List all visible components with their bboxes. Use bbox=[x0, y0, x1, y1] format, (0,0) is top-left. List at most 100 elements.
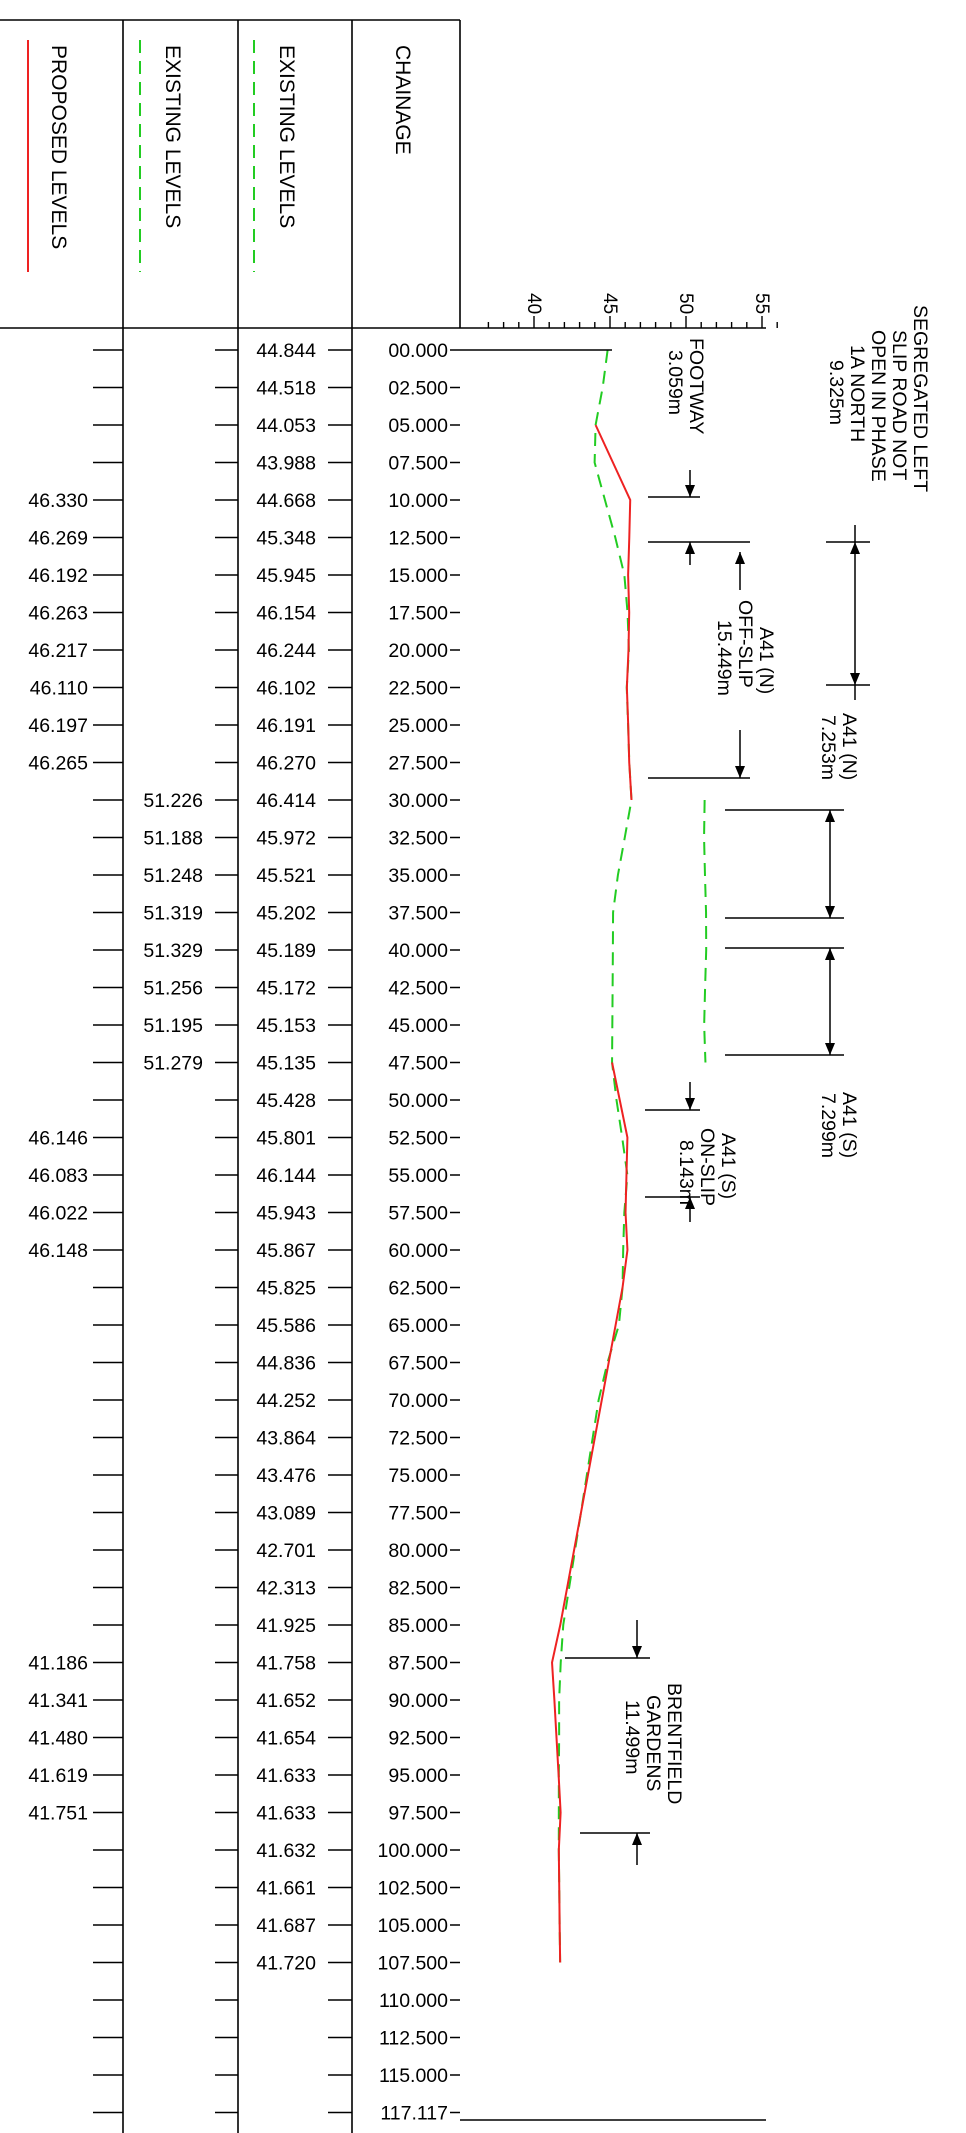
scale-tick-label: 55 bbox=[751, 293, 772, 314]
existing-level-2-value: 46.102 bbox=[256, 678, 316, 700]
existing-level-2-value: 45.521 bbox=[256, 865, 316, 887]
existing-level-2-value: 45.825 bbox=[256, 1278, 316, 1300]
existing-level-2-value: 45.428 bbox=[256, 1090, 316, 1112]
proposed-level-value: 46.217 bbox=[28, 640, 88, 662]
proposed-level-value: 46.197 bbox=[28, 715, 88, 737]
chainage-value: 25.000 bbox=[388, 715, 448, 737]
header-chainage: CHAINAGE bbox=[391, 45, 414, 155]
existing-level-1-value: 51.188 bbox=[143, 828, 203, 850]
proposed-level-value: 46.263 bbox=[28, 603, 88, 625]
level-scale: 40 45 50 55 bbox=[460, 293, 778, 329]
proposed-level-value: 46.265 bbox=[28, 753, 88, 775]
scale-tick-label: 40 bbox=[523, 293, 544, 314]
chainage-value: 00.000 bbox=[388, 340, 448, 362]
existing-level-2-value: 44.518 bbox=[256, 378, 316, 400]
scale-tick-label: 50 bbox=[675, 293, 696, 314]
chainage-value: 70.000 bbox=[388, 1390, 448, 1412]
annotation-onslip-1: A41 (S) bbox=[717, 1133, 739, 1199]
proposed-level-value: 41.619 bbox=[28, 1765, 88, 1787]
level-table: 44.844 00.000 44.518 02.500 44.053 05.000 43.9… bbox=[28, 340, 460, 2125]
existing-level-2-value: 45.135 bbox=[256, 1053, 316, 1075]
chainage-value: 65.000 bbox=[388, 1315, 448, 1337]
table-frame bbox=[0, 19, 461, 2133]
existing-level-2-value: 43.476 bbox=[256, 1465, 316, 1487]
chainage-value: 20.000 bbox=[388, 640, 448, 662]
existing-level-2-value: 46.244 bbox=[256, 640, 316, 662]
proposed-level-value: 41.341 bbox=[28, 1690, 88, 1712]
proposed-level-value: 41.186 bbox=[28, 1653, 88, 1675]
existing-level-2-value: 45.189 bbox=[256, 940, 316, 962]
annotation-onslip-3: 8.143m bbox=[675, 1140, 697, 1205]
annotation-brentfield-2: GARDENS bbox=[642, 1695, 664, 1791]
annotation-footway-2: 3.059m bbox=[664, 350, 686, 415]
existing-level-2-value: 41.687 bbox=[256, 1915, 316, 1937]
existing-level-2-value: 41.654 bbox=[256, 1728, 316, 1750]
existing-level-2-value: 46.154 bbox=[256, 603, 316, 625]
existing-level-1-value: 51.248 bbox=[143, 865, 203, 887]
chainage-value: 107.500 bbox=[378, 1953, 449, 1975]
existing-level-2-value: 45.202 bbox=[256, 903, 316, 925]
proposed-level-value: 41.480 bbox=[28, 1728, 88, 1750]
proposed-level-value: 41.751 bbox=[28, 1803, 88, 1825]
annotation-a41s-2: 7.299m bbox=[817, 1093, 839, 1158]
proposed-levels-line-3 bbox=[551, 1287, 624, 1963]
existing-level-2-value: 41.632 bbox=[256, 1840, 316, 1862]
legend bbox=[27, 40, 255, 272]
existing-level-2-value: 41.633 bbox=[256, 1803, 316, 1825]
chainage-value: 12.500 bbox=[388, 528, 448, 550]
chainage-value: 17.500 bbox=[388, 603, 448, 625]
existing-level-2-value: 46.414 bbox=[256, 790, 316, 812]
existing-level-2-value: 41.720 bbox=[256, 1953, 316, 1975]
profile-plot bbox=[460, 349, 766, 2121]
chainage-value: 62.500 bbox=[388, 1278, 448, 1300]
existing-level-2-value: 46.144 bbox=[256, 1165, 316, 1187]
annotation-segregated-4: 1A NORTH bbox=[846, 345, 868, 442]
chainage-value: 40.000 bbox=[388, 940, 448, 962]
chainage-value: 30.000 bbox=[388, 790, 448, 812]
existing-level-2-value: 44.252 bbox=[256, 1390, 316, 1412]
chainage-value: 07.500 bbox=[388, 453, 448, 475]
proposed-levels-line-1 bbox=[594, 424, 633, 801]
annotation-footway-1: FOOTWAY bbox=[685, 338, 707, 434]
dimension-lines bbox=[565, 470, 870, 1865]
proposed-level-value: 46.192 bbox=[28, 565, 88, 587]
header-existing-levels-2: EXISTING LEVELS bbox=[275, 45, 298, 228]
existing-level-2-value: 45.801 bbox=[256, 1128, 316, 1150]
existing-levels-line bbox=[557, 349, 633, 1963]
existing-level-2-value: 45.348 bbox=[256, 528, 316, 550]
chainage-value: 75.000 bbox=[388, 1465, 448, 1487]
chainage-value: 32.500 bbox=[388, 828, 448, 850]
annotation-segregated-2: SLIP ROAD NOT bbox=[888, 330, 910, 480]
existing-level-2-value: 44.844 bbox=[256, 340, 316, 362]
chainage-value: 15.000 bbox=[388, 565, 448, 587]
existing-level-2-value: 41.758 bbox=[256, 1653, 316, 1675]
annotation-offslip-2: OFF-SLIP bbox=[734, 600, 756, 688]
existing-level-2-value: 46.191 bbox=[256, 715, 316, 737]
chainage-value: 22.500 bbox=[388, 678, 448, 700]
annotations: SEGREGATED LEFT SLIP ROAD NOT OPEN IN PH… bbox=[621, 305, 931, 1804]
chainage-value: 112.500 bbox=[379, 2028, 448, 2050]
annotation-a41n-2: 7.253m bbox=[817, 715, 839, 780]
chainage-value: 102.500 bbox=[378, 1878, 449, 1900]
chainage-value: 55.000 bbox=[388, 1165, 448, 1187]
existing-level-2-value: 41.652 bbox=[256, 1690, 316, 1712]
existing-level-2-value: 45.972 bbox=[256, 828, 316, 850]
chainage-value: 80.000 bbox=[388, 1540, 448, 1562]
proposed-level-value: 46.146 bbox=[28, 1128, 88, 1150]
proposed-levels-line-2 bbox=[611, 1062, 629, 1288]
header-existing-levels-1: EXISTING LEVELS bbox=[161, 45, 184, 228]
existing-level-1-value: 51.279 bbox=[143, 1053, 203, 1075]
dimension-arrowheads bbox=[632, 485, 860, 1845]
chainage-value: 115.000 bbox=[379, 2065, 448, 2087]
existing-level-2-value: 42.313 bbox=[256, 1578, 316, 1600]
annotation-segregated-5: 9.325m bbox=[825, 360, 847, 425]
chainage-value: 85.000 bbox=[388, 1615, 448, 1637]
annotation-onslip-2: ON-SLIP bbox=[696, 1128, 718, 1206]
annotation-a41s-1: A41 (S) bbox=[838, 1092, 860, 1158]
existing-level-2-value: 45.867 bbox=[256, 1240, 316, 1262]
existing-level-2-value: 41.633 bbox=[256, 1765, 316, 1787]
column-headers: PROPOSED LEVELS EXISTING LEVELS EXISTING… bbox=[47, 45, 414, 249]
existing-level-2-value: 44.668 bbox=[256, 490, 316, 512]
existing-level-1-value: 51.319 bbox=[143, 903, 203, 925]
